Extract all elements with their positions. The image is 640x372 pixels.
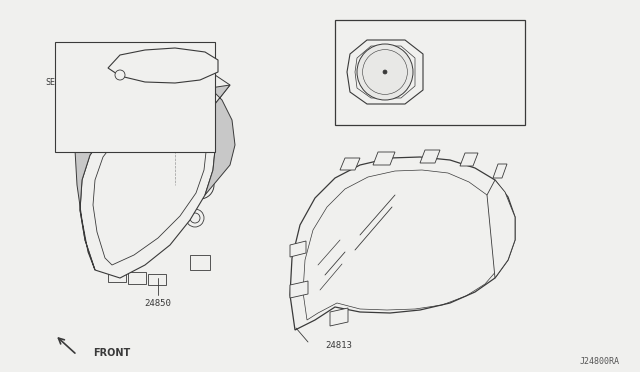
Circle shape	[357, 44, 413, 100]
Polygon shape	[487, 180, 515, 278]
Polygon shape	[355, 46, 415, 98]
Polygon shape	[420, 150, 440, 163]
Text: SEC.680: SEC.680	[45, 77, 80, 87]
Text: J24800RA: J24800RA	[580, 357, 620, 366]
Text: ANALOG CLOCK: ANALOG CLOCK	[343, 29, 403, 38]
Polygon shape	[80, 112, 215, 278]
Bar	[148, 274, 166, 285]
Polygon shape	[340, 158, 360, 170]
Text: 24850: 24850	[145, 298, 172, 308]
Polygon shape	[290, 281, 308, 298]
Bar	[108, 268, 126, 282]
Polygon shape	[290, 241, 306, 257]
Polygon shape	[75, 85, 120, 270]
Circle shape	[383, 70, 387, 74]
FancyBboxPatch shape	[55, 42, 215, 152]
Polygon shape	[373, 152, 395, 165]
Text: FRONT: FRONT	[93, 348, 131, 358]
Polygon shape	[108, 48, 218, 83]
Polygon shape	[138, 57, 215, 75]
FancyBboxPatch shape	[335, 20, 525, 125]
Polygon shape	[200, 85, 235, 195]
Polygon shape	[347, 40, 423, 104]
Text: 24813: 24813	[325, 340, 352, 350]
Polygon shape	[102, 65, 230, 123]
Polygon shape	[493, 164, 507, 178]
Polygon shape	[330, 308, 348, 326]
Circle shape	[115, 70, 125, 80]
Bar	[128, 272, 146, 284]
Polygon shape	[460, 153, 478, 166]
Polygon shape	[290, 157, 515, 330]
Polygon shape	[93, 123, 206, 265]
Bar	[190, 255, 210, 270]
Text: 25810: 25810	[450, 67, 477, 77]
